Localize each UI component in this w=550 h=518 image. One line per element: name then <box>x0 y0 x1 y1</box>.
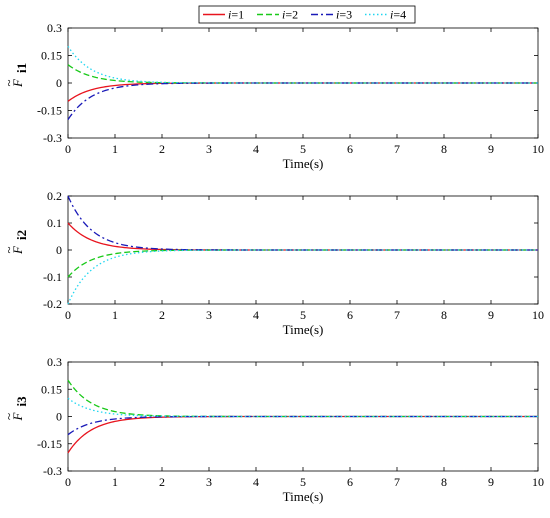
series-line-i-4 <box>67 249 538 305</box>
x-tick-label: 3 <box>206 475 212 489</box>
x-tick-label: 10 <box>532 475 544 489</box>
x-tick-label: 0 <box>65 475 71 489</box>
x-tick-label: 1 <box>112 475 118 489</box>
y-tick-label: 0.1 <box>47 216 62 230</box>
y-axis-label-tilde: ~ <box>1 413 16 420</box>
y-tick-label: 0.15 <box>41 382 62 396</box>
x-tick-label: 4 <box>253 142 259 156</box>
legend: i=1 i=2 i=3 i=4 <box>198 5 416 24</box>
legend-entry-value: =4 <box>393 8 406 22</box>
x-tick-label: 8 <box>441 308 447 322</box>
x-tick-label: 5 <box>300 142 306 156</box>
y-axis-label-main: F <box>10 245 25 255</box>
x-tick-label: 10 <box>532 142 544 156</box>
y-tick-label: 0 <box>56 243 62 257</box>
y-axis-label-sub: i3 <box>14 396 29 407</box>
x-tick-label: 10 <box>532 308 544 322</box>
subplot-3: 0 1 2 3 4 5 6 7 8 9 10 0.3 0.15 0 -0.15 -0.3 Time(s) Fi3 ~ <box>1 355 544 504</box>
legend-entry-value: =2 <box>285 8 298 22</box>
x-tick-label: 2 <box>159 308 165 322</box>
legend-entry-var: i <box>228 8 231 22</box>
x-tick-label: 8 <box>441 142 447 156</box>
y-tick-label: -0.3 <box>43 131 62 145</box>
y-tick-label: 0.3 <box>47 21 62 35</box>
y-axis-label: Fi1 ~ <box>1 63 29 88</box>
legend-entry-var: i <box>390 8 393 22</box>
y-axis-label-sub: i2 <box>14 230 29 240</box>
x-tick-label: 1 <box>112 142 118 156</box>
x-tick-label: 9 <box>488 142 494 156</box>
x-axis-label: Time(s) <box>283 156 324 171</box>
subplot-2: 0 1 2 3 4 5 6 7 8 9 10 0.2 0.1 0 -0.1 -0.2 Time(s) Fi2 ~ <box>1 189 544 337</box>
x-tick-label: 9 <box>488 308 494 322</box>
legend-entry-value: =3 <box>339 8 352 22</box>
x-tick-label: 7 <box>394 308 400 322</box>
x-tick-label: 0 <box>65 142 71 156</box>
x-tick-label: 7 <box>394 475 400 489</box>
x-tick-label: 6 <box>347 308 353 322</box>
y-axis-label-sub: i1 <box>14 63 29 73</box>
x-tick-label: 8 <box>441 475 447 489</box>
y-axis-label: Fi2 ~ <box>1 230 29 255</box>
series-line-i-3 <box>67 82 538 121</box>
x-tick-label: 4 <box>253 308 259 322</box>
y-tick-label: -0.15 <box>37 437 62 451</box>
x-tick-label: 0 <box>65 308 71 322</box>
y-tick-label: 0.15 <box>41 49 62 63</box>
y-tick-label: -0.3 <box>43 464 62 478</box>
y-tick-label: 0 <box>56 410 62 424</box>
y-tick-label: -0.1 <box>43 270 62 284</box>
x-tick-label: 3 <box>206 308 212 322</box>
x-tick-label: 3 <box>206 142 212 156</box>
x-tick-label: 6 <box>347 142 353 156</box>
y-tick-label: 0.3 <box>47 355 62 369</box>
x-tick-label: 2 <box>159 475 165 489</box>
x-axis-label: Time(s) <box>283 489 324 504</box>
x-tick-label: 7 <box>394 142 400 156</box>
legend-entry-var: i <box>336 8 339 22</box>
y-axis-label-main: F <box>10 411 25 421</box>
x-axis-label: Time(s) <box>283 322 324 337</box>
y-tick-label: -0.2 <box>43 297 62 311</box>
x-tick-label: 5 <box>300 475 306 489</box>
x-tick-label: 9 <box>488 475 494 489</box>
subplot-1: 0 1 2 3 4 5 6 7 8 9 10 0.3 0.15 0 -0.15 -0.3 Time(s) Fi1 ~ <box>1 21 544 171</box>
series-line-i-2 <box>67 249 538 278</box>
legend-entry: i=1 <box>228 8 244 22</box>
y-axis-label: Fi3 ~ <box>1 396 29 422</box>
y-tick-label: -0.15 <box>37 104 62 118</box>
x-tick-label: 6 <box>347 475 353 489</box>
legend-entry: i=3 <box>336 8 352 22</box>
x-tick-label: 4 <box>253 475 259 489</box>
x-tick-label: 1 <box>112 308 118 322</box>
legend-entry-var: i <box>282 8 285 22</box>
y-axis-label-main: F <box>10 78 25 88</box>
x-tick-label: 5 <box>300 308 306 322</box>
y-axis-label-tilde: ~ <box>1 79 16 86</box>
legend-box <box>198 5 416 24</box>
x-tick-label: 2 <box>159 142 165 156</box>
legend-entry: i=2 <box>282 8 298 22</box>
y-axis-label-tilde: ~ <box>1 246 16 253</box>
series-line-i-2 <box>67 379 538 418</box>
legend-entry: i=4 <box>390 8 406 22</box>
series-line-i-3 <box>67 415 538 436</box>
y-tick-label: 0.2 <box>47 189 62 203</box>
legend-entry-value: =1 <box>231 8 244 22</box>
y-tick-label: 0 <box>56 76 62 90</box>
